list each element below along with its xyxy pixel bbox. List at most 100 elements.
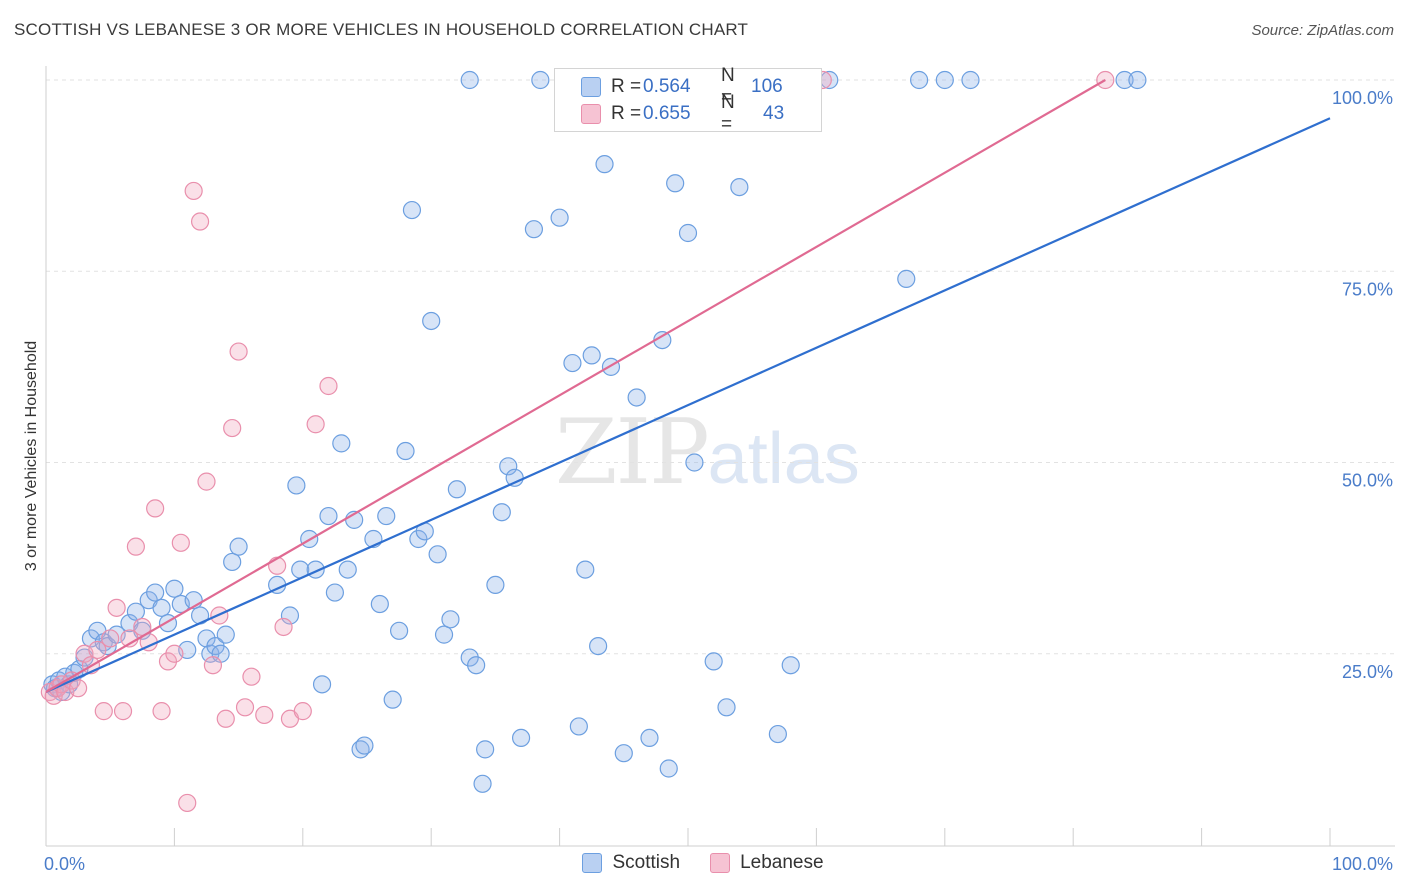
scottish-point [355, 736, 374, 755]
scottish-point [576, 560, 595, 579]
lebanese-point [203, 656, 223, 675]
scottish-point [640, 728, 659, 748]
scottish-point [396, 441, 415, 461]
scottish-point [152, 598, 171, 617]
scottish-point [390, 621, 409, 640]
scottish-point [325, 583, 344, 602]
scottish-point [428, 545, 447, 564]
n-label: N = [721, 92, 735, 135]
lebanese-point [152, 702, 171, 721]
scottish-point [223, 552, 242, 572]
scottish-point [280, 606, 300, 625]
lebanese-point [165, 644, 184, 663]
lebanese-swatch [581, 104, 601, 124]
lebanese-points [40, 70, 1115, 813]
x-tick-label: 100.0% [1332, 854, 1393, 874]
n-value: 43 [763, 103, 785, 124]
scottish-point [1128, 70, 1147, 90]
scottish-point [524, 220, 544, 239]
scottish-point [704, 652, 723, 671]
scottish-point [370, 594, 389, 614]
scottish-point [146, 583, 165, 602]
scottish-point [467, 656, 486, 675]
scottish-point [486, 575, 505, 595]
scottish-point [319, 506, 338, 526]
scottish-point [165, 579, 184, 598]
scottish-trend-line [45, 117, 1331, 694]
r-value: 0.564 [643, 76, 691, 97]
legend-item-lebanese[interactable]: Lebanese [710, 852, 824, 874]
scottish-point [659, 759, 678, 778]
scottish-point [499, 457, 518, 476]
scottish-point [781, 656, 800, 675]
scottish-point [730, 178, 749, 197]
x-tick-label: 0.0% [44, 854, 85, 874]
lebanese-point [319, 376, 338, 396]
legend-row-lebanese: R = 0.655 N = 43 [581, 92, 785, 135]
lebanese-point [268, 556, 287, 575]
y-tick-label: 100.0% [1332, 88, 1393, 108]
y-axis-label: 3 or more Vehicles in Household [23, 341, 40, 571]
trend-lines [45, 79, 1331, 694]
scottish-point [126, 602, 145, 621]
lebanese-point [255, 705, 274, 725]
lebanese-point [216, 709, 235, 728]
scottish-point [678, 223, 698, 243]
y-tick-label: 50.0% [1342, 471, 1393, 491]
lebanese-point [197, 472, 216, 491]
scottish-point [422, 311, 441, 331]
legend-item-scottish[interactable]: Scottish [582, 852, 680, 874]
scottish-swatch [582, 853, 603, 873]
lebanese-point [223, 418, 242, 438]
stats-legend: R = 0.564 N = 106 R = 0.655 N = 43 [554, 65, 822, 135]
scottish-point [897, 269, 916, 288]
lebanese-point [190, 212, 210, 231]
lebanese-point [242, 667, 261, 686]
scottish-point [582, 346, 601, 365]
scottish-point [312, 675, 332, 694]
scottish-point [910, 70, 929, 90]
lebanese-point [94, 702, 113, 721]
scottish-point [460, 70, 479, 90]
scottish-point [768, 724, 787, 744]
series-legend: Scottish Lebanese [0, 852, 1406, 874]
lebanese-trend-line [45, 79, 1106, 693]
r-value: 0.655 [643, 103, 691, 124]
scottish-point [332, 434, 351, 453]
chart-title: SCOTTISH VS LEBANESE 3 OR MORE VEHICLES … [14, 20, 749, 39]
scottish-point [614, 744, 633, 763]
lebanese-point [146, 499, 165, 518]
scottish-point [1115, 70, 1134, 90]
lebanese-point [178, 793, 197, 813]
axes [45, 66, 1395, 847]
scottish-point [229, 537, 248, 556]
lebanese-point [293, 702, 312, 721]
n-value: 106 [751, 76, 783, 97]
scottish-point [935, 70, 954, 90]
lebanese-point [101, 629, 120, 648]
y-tick-label: 25.0% [1342, 662, 1393, 682]
y-tick-label: 75.0% [1342, 279, 1393, 299]
lebanese-point [184, 181, 203, 201]
scottish-point [441, 610, 460, 629]
legend-label: Lebanese [740, 852, 824, 873]
scottish-point [717, 698, 736, 717]
scottish-point [595, 155, 614, 174]
scottish-point [287, 476, 306, 495]
lebanese-point [113, 702, 133, 721]
lebanese-point [126, 537, 145, 556]
scottish-point [476, 740, 495, 759]
scottish-points [43, 70, 1147, 793]
scottish-point [447, 480, 466, 499]
lebanese-point [107, 598, 126, 617]
lebanese-point [274, 617, 293, 637]
scottish-point [383, 690, 402, 709]
scottish-point [511, 728, 531, 748]
scottish-point [531, 70, 550, 90]
scottish-point [338, 560, 357, 579]
watermark-atlas: atlas [707, 419, 860, 499]
scottish-point [434, 625, 454, 644]
scottish-point [550, 208, 569, 227]
scottish-point [402, 200, 422, 220]
